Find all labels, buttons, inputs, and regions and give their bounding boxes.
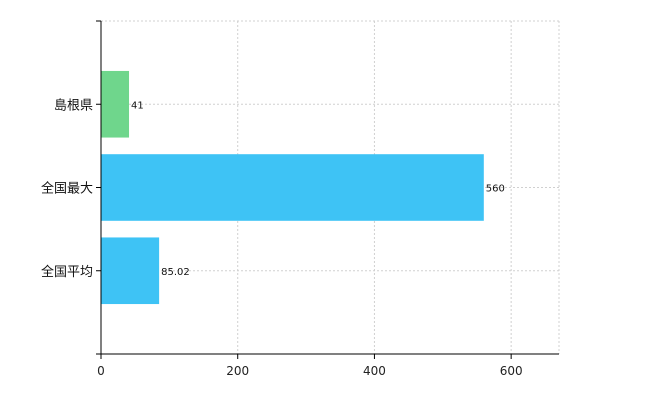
- x-tick-label: 0: [97, 364, 105, 378]
- data-label: 85.02: [161, 267, 190, 278]
- category-label: 全国最大: [41, 181, 93, 197]
- bar: [101, 237, 160, 305]
- x-tick-label: 200: [226, 364, 249, 378]
- data-label: 41: [131, 100, 144, 111]
- bar: [101, 154, 484, 221]
- x-tick-label: 400: [363, 364, 386, 378]
- category-label: 全国平均: [41, 264, 93, 280]
- axis-layer: [96, 20, 559, 359]
- bar-layer: [101, 70, 484, 305]
- data-label: 560: [486, 184, 505, 195]
- category-label: 島根県: [54, 98, 93, 113]
- label-layer: 41 島根県 560 全国最大 85.02 全国平均 0 200 400 600: [41, 98, 523, 378]
- x-tick-label: 600: [500, 364, 523, 378]
- bar: [101, 70, 130, 138]
